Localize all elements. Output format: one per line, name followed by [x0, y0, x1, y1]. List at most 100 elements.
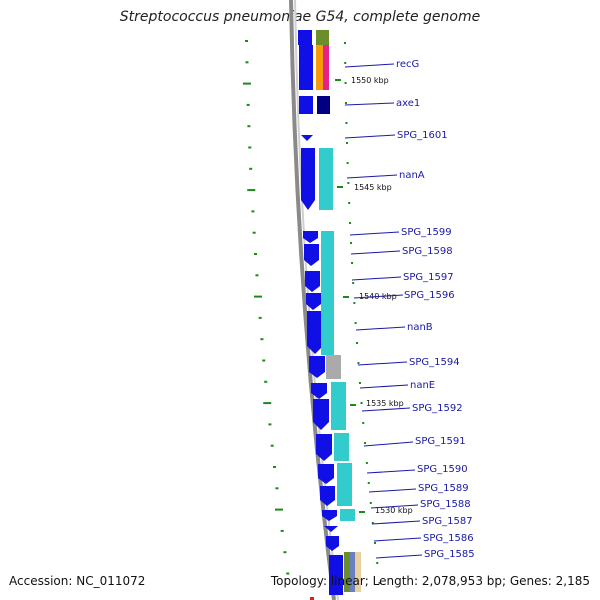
ruler-tick — [247, 125, 251, 128]
gene-arrow — [309, 356, 325, 378]
accession-label: Accession: NC_011072 — [9, 574, 146, 588]
gene-label-axe1[interactable]: axe1 — [396, 98, 420, 109]
gene-features — [301, 135, 361, 595]
gene-arrow — [301, 148, 315, 210]
feature-block — [316, 45, 323, 90]
feature-tick — [365, 462, 368, 464]
feature-block — [310, 597, 314, 600]
gene-label-spg-1601[interactable]: SPG_1601 — [397, 130, 448, 141]
ruler-tick — [262, 359, 266, 362]
leader-line — [353, 294, 404, 299]
gene-label-spg-1591[interactable]: SPG_1591 — [415, 436, 466, 447]
feature-tick — [362, 422, 365, 424]
feature-tick — [354, 322, 357, 324]
gene-arrow — [326, 536, 339, 551]
scale-tick — [337, 186, 343, 188]
gene-label-spg-1597[interactable]: SPG_1597 — [403, 272, 454, 283]
ruler-tick — [255, 274, 259, 277]
feature-block — [299, 45, 313, 90]
gene-arrow — [305, 271, 320, 292]
cog-block — [319, 148, 333, 210]
feature-ticks — [344, 42, 381, 584]
ruler-tick — [245, 61, 249, 64]
ruler-tick — [248, 146, 252, 149]
gene-arrow — [324, 526, 338, 532]
feature-tick — [344, 102, 347, 104]
gene-label-nane[interactable]: nanE — [410, 380, 435, 391]
leader-line — [357, 361, 408, 366]
feature-tick — [374, 542, 376, 544]
feature-block — [317, 96, 330, 114]
cog-block — [331, 382, 346, 430]
gene-arrow — [316, 434, 332, 461]
leader-lines — [344, 63, 423, 559]
gene-label-nana[interactable]: nanA — [399, 170, 425, 181]
gene-arrow — [318, 464, 334, 484]
leader-line — [359, 384, 409, 389]
leader-line — [355, 326, 406, 331]
gene-label-spg-1585[interactable]: SPG_1585 — [424, 549, 475, 560]
gene-label-spg-1596[interactable]: SPG_1596 — [404, 290, 455, 301]
ruler-tick — [247, 189, 256, 192]
ruler-tick — [263, 402, 272, 405]
gene-label-nanb[interactable]: nanB — [407, 322, 433, 333]
gene-label-spg-1590[interactable]: SPG_1590 — [417, 464, 468, 475]
feature-tick — [349, 222, 352, 224]
feature-block — [350, 552, 355, 592]
ruler-tick — [243, 82, 251, 85]
feature-block — [344, 552, 350, 592]
leader-line — [371, 520, 421, 525]
scale-label: 1535 kbp — [366, 399, 404, 408]
gene-arrow — [313, 399, 329, 430]
gene-arrow — [307, 311, 323, 354]
gene-arrow — [320, 486, 335, 506]
gene-label-spg-1594[interactable]: SPG_1594 — [409, 357, 460, 368]
feature-tick — [367, 482, 370, 484]
feature-tick — [351, 262, 354, 264]
scale-label: 1550 kbp — [351, 76, 389, 85]
scale-tick — [359, 511, 365, 513]
feature-tick — [347, 182, 350, 184]
leader-line — [368, 488, 417, 493]
gene-label-spg-1599[interactable]: SPG_1599 — [401, 227, 452, 238]
feature-tick — [378, 582, 381, 584]
gene-arrow — [322, 510, 337, 521]
gene-arrow — [303, 231, 318, 243]
scale-tick — [335, 79, 341, 81]
gene-label-spg-1598[interactable]: SPG_1598 — [402, 246, 453, 257]
feature-tick — [344, 82, 347, 84]
leader-line — [363, 441, 414, 447]
feature-tick — [357, 362, 360, 364]
leader-line — [366, 469, 416, 474]
feature-tick — [345, 122, 348, 124]
cog-block — [340, 509, 355, 521]
gene-label-spg-1589[interactable]: SPG_1589 — [418, 483, 469, 494]
feature-block — [323, 45, 329, 90]
feature-tick — [346, 162, 349, 164]
feature-tick — [358, 382, 361, 384]
leader-line — [346, 174, 398, 179]
map-title: Streptococcus pneumoniae G54, complete g… — [119, 9, 481, 25]
ruler-tick — [270, 444, 274, 447]
ruler-tick — [280, 529, 284, 532]
gene-label-recg[interactable]: recG — [396, 59, 419, 70]
gene-label-spg-1586[interactable]: SPG_1586 — [423, 533, 474, 544]
ruler-tick — [260, 338, 264, 341]
feature-tick — [352, 282, 355, 284]
ruler-tick — [286, 572, 290, 575]
gene-label-spg-1592[interactable]: SPG_1592 — [412, 403, 463, 414]
leader-line — [350, 250, 401, 255]
feature-tick — [371, 522, 374, 524]
ruler-tick — [264, 380, 268, 383]
feature-tick — [344, 42, 346, 44]
feature-tick — [344, 62, 347, 64]
feature-tick — [353, 302, 356, 304]
leader-line — [344, 134, 396, 139]
feature-tick — [356, 342, 358, 344]
leader-line — [351, 276, 402, 281]
feature-block — [316, 30, 329, 45]
gene-label-spg-1587[interactable]: SPG_1587 — [422, 516, 473, 527]
gene-label-spg-1588[interactable]: SPG_1588 — [420, 499, 471, 510]
feature-block — [299, 96, 313, 114]
